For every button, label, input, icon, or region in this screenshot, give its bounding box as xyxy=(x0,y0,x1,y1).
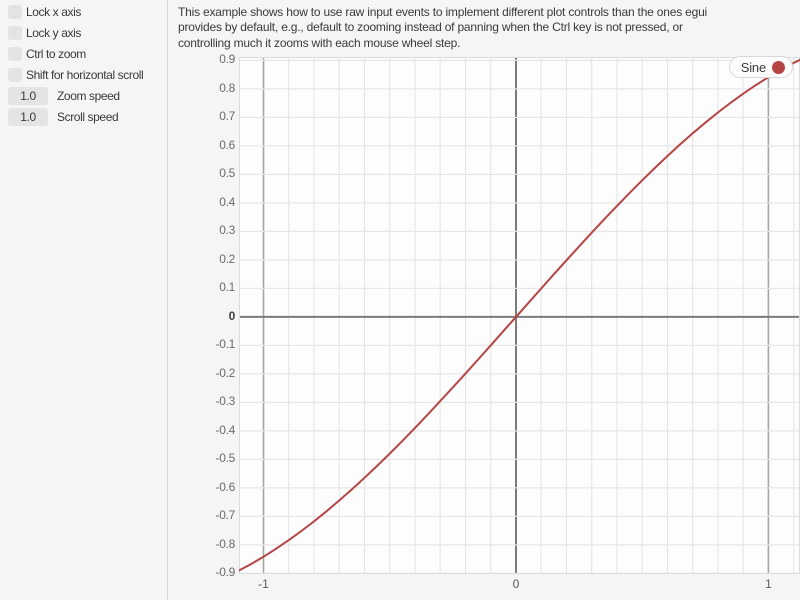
y-tick-label: -0.5 xyxy=(215,451,236,466)
y-tick-label: 0.1 xyxy=(219,280,235,295)
x-tick-label: 0 xyxy=(512,577,520,591)
zoom-speed-dragvalue[interactable]: 1.0 xyxy=(8,87,48,105)
y-tick-label: -0.9 xyxy=(215,565,236,580)
checkbox-label: Ctrl to zoom xyxy=(26,47,86,61)
y-tick-label: -0.7 xyxy=(215,508,236,523)
y-tick-label: -0.1 xyxy=(215,337,236,352)
y-tick-label: 0.4 xyxy=(219,194,235,209)
legend-series-dot xyxy=(772,60,785,74)
y-tick-label: 0.8 xyxy=(219,80,235,95)
x-tick-label: 1 xyxy=(765,577,772,591)
y-tick-label: -0.4 xyxy=(215,422,236,437)
checkbox-label: Shift for horizontal scroll xyxy=(26,68,144,82)
checkbox-label: Lock x axis xyxy=(26,5,81,19)
checkbox-shift-horizontal-scroll[interactable]: Shift for horizontal scroll xyxy=(8,66,167,84)
checkbox-ctrl-to-zoom[interactable]: Ctrl to zoom xyxy=(8,45,167,63)
description-line: provides by default, e.g., default to zo… xyxy=(178,20,683,35)
zoom-speed-label: Zoom speed xyxy=(57,89,120,103)
controls-sidebar: Lock x axis Lock y axis Ctrl to zoom Shi… xyxy=(0,0,168,600)
y-tick-label: -0.2 xyxy=(215,365,236,380)
y-tick-label: -0.6 xyxy=(215,479,236,494)
checkbox-lock-y-axis[interactable]: Lock y axis xyxy=(8,24,167,42)
y-tick-label: 0.7 xyxy=(219,109,235,124)
y-tick-label: -0.8 xyxy=(215,536,236,551)
checkbox-lock-x-axis[interactable]: Lock x axis xyxy=(8,3,167,21)
y-tick-label: 0.5 xyxy=(219,166,235,181)
checkbox-box[interactable] xyxy=(8,5,22,19)
y-tick-label: 0 xyxy=(228,308,236,323)
y-tick-label: -0.3 xyxy=(215,394,236,409)
description-line: This example shows how to use raw input … xyxy=(178,5,708,19)
legend[interactable]: Sine xyxy=(728,56,793,78)
y-tick-label: 0.2 xyxy=(219,251,235,266)
checkbox-label: Lock y axis xyxy=(26,26,81,40)
description-line: controlling much it zooms with each mous… xyxy=(178,35,461,50)
x-tick-label: -1 xyxy=(258,577,269,591)
y-tick-label: 0.3 xyxy=(219,223,235,238)
zoom-speed-row: 1.0 Zoom speed xyxy=(8,87,167,105)
scroll-speed-label: Scroll speed xyxy=(57,110,119,124)
description-text: This example shows how to use raw input … xyxy=(178,5,707,51)
legend-label: Sine xyxy=(740,59,766,75)
scroll-speed-row: 1.0 Scroll speed xyxy=(8,108,167,126)
plot-area[interactable] xyxy=(239,57,800,574)
checkbox-box[interactable] xyxy=(8,68,22,82)
checkbox-box[interactable] xyxy=(8,26,22,40)
checkbox-box[interactable] xyxy=(8,47,22,61)
scroll-speed-dragvalue[interactable]: 1.0 xyxy=(8,108,48,126)
y-tick-label: 0.6 xyxy=(219,137,235,152)
y-tick-label: 0.9 xyxy=(219,52,235,67)
sine-plot-canvas xyxy=(239,57,800,574)
